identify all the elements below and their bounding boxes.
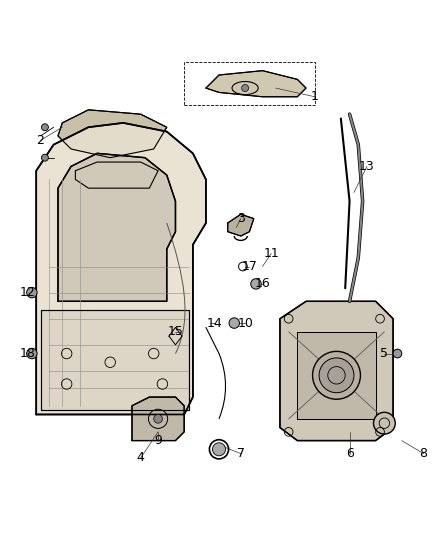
Text: 13: 13 [359, 160, 375, 173]
Polygon shape [206, 71, 306, 97]
Circle shape [319, 358, 354, 393]
Text: 8: 8 [420, 447, 427, 460]
Circle shape [154, 415, 162, 423]
Polygon shape [132, 397, 184, 441]
Circle shape [42, 154, 48, 161]
Polygon shape [58, 110, 167, 158]
Polygon shape [58, 154, 176, 301]
Circle shape [251, 279, 261, 289]
Text: 16: 16 [254, 277, 270, 290]
Polygon shape [280, 301, 393, 441]
Text: 17: 17 [241, 260, 258, 273]
Text: 9: 9 [154, 434, 162, 447]
Text: 3: 3 [237, 212, 245, 225]
Text: 18: 18 [20, 347, 35, 360]
Text: 4: 4 [137, 451, 145, 464]
Circle shape [242, 85, 249, 92]
Text: 1: 1 [311, 90, 319, 103]
Polygon shape [36, 123, 206, 415]
Polygon shape [228, 214, 254, 236]
Text: 2: 2 [37, 134, 45, 147]
Circle shape [374, 413, 395, 434]
Circle shape [313, 351, 360, 399]
Circle shape [42, 124, 48, 131]
Polygon shape [75, 162, 158, 188]
Polygon shape [41, 310, 188, 410]
Circle shape [393, 349, 402, 358]
Circle shape [212, 443, 226, 456]
Text: 10: 10 [237, 317, 253, 329]
Text: 12: 12 [20, 286, 35, 299]
Text: 14: 14 [207, 317, 223, 329]
Text: 7: 7 [237, 447, 245, 460]
Text: 6: 6 [346, 447, 353, 460]
Text: 5: 5 [380, 347, 389, 360]
Polygon shape [297, 332, 376, 419]
Text: 11: 11 [263, 247, 279, 260]
Text: 15: 15 [168, 325, 184, 338]
Circle shape [229, 318, 240, 328]
Circle shape [27, 349, 37, 359]
Circle shape [27, 287, 37, 298]
